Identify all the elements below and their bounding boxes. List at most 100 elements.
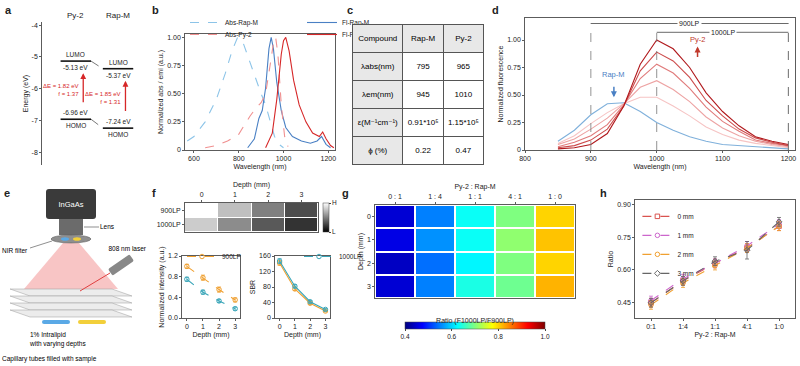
svg-text:1:1: 1:1 (710, 323, 720, 330)
svg-text:0 mm: 0 mm (677, 213, 693, 220)
svg-text:NIR filter: NIR filter (2, 247, 28, 254)
svg-text:3 mm: 3 mm (677, 270, 693, 277)
svg-text:0.50: 0.50 (167, 90, 181, 97)
svg-text:-4: -4 (32, 22, 38, 29)
svg-text:0.90: 0.90 (617, 201, 631, 208)
svg-text:H: H (332, 199, 337, 206)
svg-text:0.75: 0.75 (167, 62, 181, 69)
svg-text:-8: -8 (32, 149, 38, 156)
svg-text:Ratio: Ratio (607, 251, 614, 267)
svg-text:Normalized fluorescence: Normalized fluorescence (497, 45, 504, 122)
svg-text:0: 0 (177, 146, 181, 153)
svg-text:0: 0 (367, 213, 371, 220)
svg-text:1000LP: 1000LP (157, 221, 181, 228)
svg-text:160: 160 (259, 252, 271, 259)
svg-text:1100: 1100 (715, 155, 730, 162)
svg-text:LUMO: LUMO (66, 51, 85, 58)
svg-text:c: c (347, 4, 353, 16)
svg-text:Lens: Lens (100, 223, 115, 230)
svg-text:Py-2 : Rap-M: Py-2 : Rap-M (694, 331, 735, 339)
svg-text:3: 3 (323, 323, 327, 330)
svg-text:1.00: 1.00 (507, 36, 521, 43)
svg-text:80: 80 (263, 283, 271, 290)
svg-text:1000: 1000 (276, 155, 292, 162)
svg-text:0.60: 0.60 (617, 266, 631, 273)
svg-text:Abs-Py-2: Abs-Py-2 (225, 31, 252, 39)
svg-text:Capillary tubes filled with sa: Capillary tubes filled with sample (2, 355, 97, 363)
svg-text:1: 1 (367, 236, 371, 243)
svg-text:1000LP: 1000LP (339, 253, 361, 260)
svg-text:2: 2 (367, 260, 371, 267)
svg-text:1.0: 1.0 (540, 333, 549, 340)
svg-text:3: 3 (299, 191, 303, 198)
svg-text:0.6: 0.6 (447, 333, 456, 340)
svg-text:Depth (mm): Depth (mm) (357, 233, 365, 270)
svg-text:Normalized intensity (a.u.): Normalized intensity (a.u.) (158, 246, 166, 327)
svg-text:1: 1 (293, 323, 297, 330)
svg-text:d: d (492, 4, 499, 16)
svg-text:Rap-M: Rap-M (106, 11, 130, 20)
svg-text:2: 2 (217, 323, 221, 330)
svg-text:0.75: 0.75 (507, 64, 521, 71)
svg-text:1 : 4: 1 : 4 (428, 193, 442, 200)
svg-text:0.45: 0.45 (617, 299, 631, 306)
svg-text:1:4: 1:4 (678, 323, 688, 330)
svg-text:1% Intralipid: 1% Intralipid (30, 331, 66, 339)
svg-text:e: e (4, 187, 10, 199)
svg-text:-7.24 eV: -7.24 eV (106, 118, 131, 125)
svg-text:0.25: 0.25 (167, 118, 181, 125)
svg-text:0: 0 (185, 323, 189, 330)
svg-text:3: 3 (233, 323, 237, 330)
svg-text:1000LP: 1000LP (711, 29, 735, 36)
svg-text:0.4: 0.4 (168, 294, 178, 301)
svg-text:4:1: 4:1 (742, 323, 752, 330)
svg-text:-6.96 eV: -6.96 eV (63, 109, 88, 116)
svg-text:InGaAs: InGaAs (58, 200, 83, 209)
svg-text:LUMO: LUMO (109, 59, 128, 66)
svg-text:HOMO: HOMO (108, 131, 128, 138)
svg-text:1200: 1200 (320, 155, 336, 162)
svg-text:0.0: 0.0 (168, 314, 178, 321)
svg-text:1200: 1200 (781, 155, 797, 162)
svg-text:Wavelength (nm): Wavelength (nm) (233, 163, 286, 171)
svg-text:900: 900 (585, 155, 597, 162)
svg-text:2: 2 (308, 323, 312, 330)
svg-text:1:0: 1:0 (774, 323, 784, 330)
svg-text:1 mm: 1 mm (677, 232, 693, 239)
svg-text:ΔE = 1.82 eVf = 1.37: ΔE = 1.82 eVf = 1.37 (43, 83, 79, 97)
svg-text:2 mm: 2 mm (677, 251, 693, 258)
svg-text:-7: -7 (32, 117, 38, 124)
svg-text:1 : 0: 1 : 0 (548, 193, 562, 200)
svg-text:800: 800 (233, 155, 245, 162)
svg-text:1.2: 1.2 (168, 252, 178, 259)
svg-text:120: 120 (259, 268, 271, 275)
svg-text:0: 0 (200, 191, 204, 198)
svg-text:40: 40 (263, 299, 271, 306)
svg-text:2: 2 (266, 191, 270, 198)
svg-text:Depth (mm): Depth (mm) (233, 181, 270, 189)
svg-text:0 : 1: 0 : 1 (388, 193, 402, 200)
svg-text:0.8: 0.8 (494, 333, 503, 340)
svg-text:Depth (mm): Depth (mm) (284, 331, 321, 339)
svg-text:-6: -6 (32, 85, 38, 92)
svg-text:3: 3 (367, 283, 371, 290)
svg-text:g: g (342, 187, 349, 199)
svg-text:ΔE = 1.85 eVf = 1.31: ΔE = 1.85 eVf = 1.31 (85, 91, 121, 105)
svg-text:0.75: 0.75 (617, 234, 631, 241)
svg-text:900LP: 900LP (222, 253, 241, 260)
svg-text:L: L (332, 228, 336, 235)
svg-text:HOMO: HOMO (66, 122, 86, 129)
svg-text:Py-2: Py-2 (67, 11, 84, 20)
svg-text:b: b (152, 4, 159, 16)
svg-text:1: 1 (201, 323, 205, 330)
svg-text:0: 0 (517, 146, 521, 153)
svg-text:4 : 1: 4 : 1 (508, 193, 522, 200)
svg-text:0.4: 0.4 (400, 333, 409, 340)
svg-text:Ratio (F1000LP/F900LP): Ratio (F1000LP/F900LP) (436, 317, 514, 325)
svg-text:a: a (5, 4, 12, 16)
svg-text:0.25: 0.25 (507, 119, 521, 126)
svg-text:Py-2 : Rap-M: Py-2 : Rap-M (454, 183, 495, 191)
svg-text:1: 1 (233, 191, 237, 198)
svg-text:h: h (600, 187, 607, 199)
svg-text:with varying depths: with varying depths (29, 340, 86, 348)
